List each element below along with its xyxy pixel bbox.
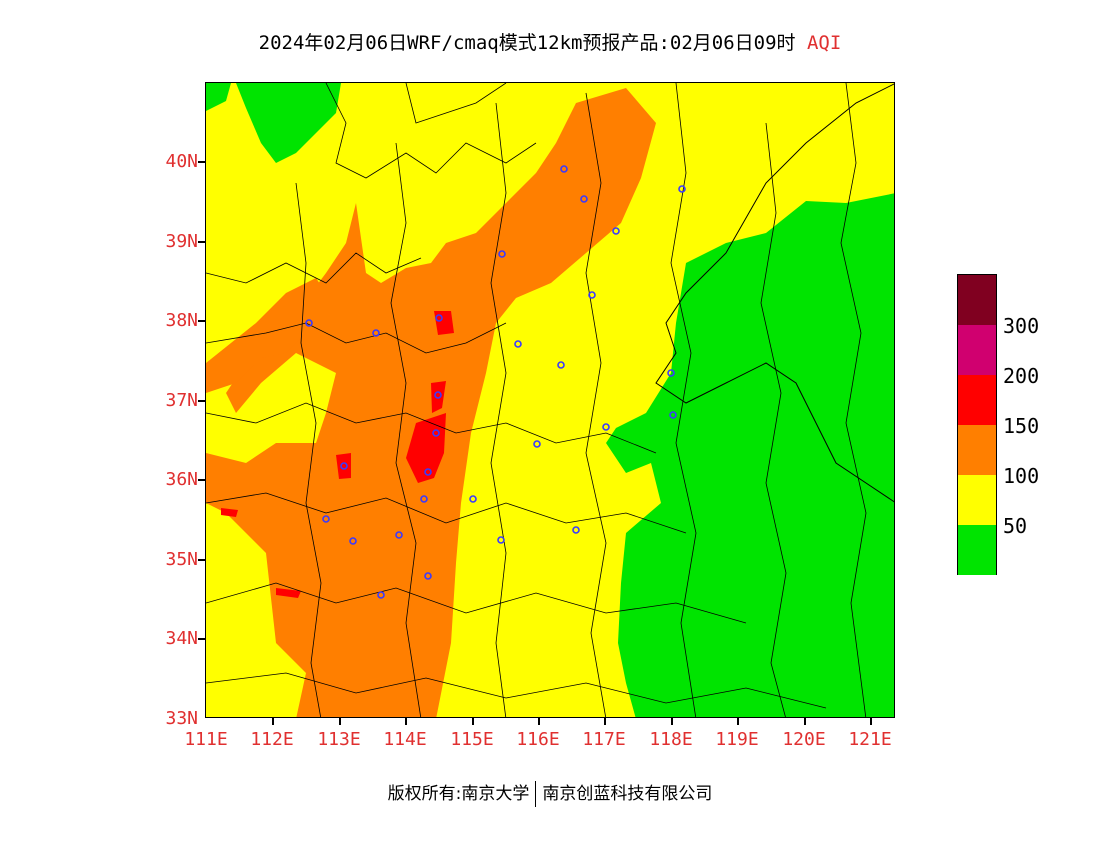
lon-tick [804, 718, 806, 725]
lat-label: 33N [165, 708, 198, 729]
lon-label: 113E [317, 729, 361, 750]
city-marker [469, 495, 477, 503]
city-marker [420, 495, 428, 503]
map-canvas [206, 83, 894, 717]
lon-label: 120E [782, 729, 826, 750]
city-marker [560, 165, 568, 173]
legend-label: 50 [1003, 514, 1028, 538]
legend-label: 300 [1003, 314, 1040, 338]
aqi-legend [957, 274, 997, 575]
legend-label: 100 [1003, 464, 1040, 488]
lon-tick [604, 718, 606, 725]
city-marker [557, 361, 565, 369]
city-marker [432, 429, 440, 437]
lat-tick [198, 638, 205, 640]
aqi-150-200-hotspot-6 [221, 508, 238, 517]
city-marker [602, 423, 610, 431]
lat-label: 35N [165, 549, 198, 570]
lat-label: 37N [165, 390, 198, 411]
legend-swatch-maroon [958, 275, 996, 325]
lon-tick [538, 718, 540, 725]
title-main: 2024年02月06日WRF/cmaq模式12km预报产品:02月06日09时 [258, 32, 796, 54]
legend-label: 150 [1003, 414, 1040, 438]
legend-swatch-orange [958, 425, 996, 475]
admin-boundaries [206, 83, 867, 717]
city-marker [340, 462, 348, 470]
city-marker [305, 319, 313, 327]
footer: 版权所有:南京大学 南京创蓝科技有限公司 [0, 779, 1100, 807]
green-region-northwest [236, 83, 341, 163]
lon-tick [339, 718, 341, 725]
city-markers [305, 165, 686, 599]
lon-tick [405, 718, 407, 725]
green-region-east [606, 193, 894, 717]
lat-label: 34N [165, 628, 198, 649]
aqi-150-200-hotspot-5 [276, 588, 301, 598]
lon-label: 121E [848, 729, 892, 750]
footer-company: 南京创蓝科技有限公司 [542, 784, 713, 804]
city-marker [498, 250, 506, 258]
lon-label: 119E [715, 729, 759, 750]
legend-swatch-yellow [958, 475, 996, 525]
lon-label: 115E [450, 729, 494, 750]
city-marker [372, 329, 380, 337]
lat-tick [198, 479, 205, 481]
aqi-150-200-hotspot-4 [336, 453, 351, 479]
coastline [655, 83, 894, 503]
lon-label: 111E [184, 729, 228, 750]
city-marker [349, 537, 357, 545]
city-marker [424, 572, 432, 580]
aqi-150-200-hotspot-2 [431, 381, 446, 413]
lat-tick [198, 241, 205, 243]
legend-swatch-purple [958, 325, 996, 375]
lat-tick [198, 400, 205, 402]
lon-tick [870, 718, 872, 725]
lon-label: 118E [649, 729, 693, 750]
city-marker [435, 314, 443, 322]
lat-label: 39N [165, 231, 198, 252]
aqi-150-200-hotspot-3 [434, 311, 454, 335]
city-marker [678, 185, 686, 193]
map-title: 2024年02月06日WRF/cmaq模式12km预报产品:02月06日09时 … [0, 28, 1100, 55]
city-marker [572, 526, 580, 534]
city-marker [667, 369, 675, 377]
footer-copyright: 版权所有:南京大学 [387, 784, 530, 804]
city-marker [322, 515, 330, 523]
city-marker [424, 468, 432, 476]
city-marker [434, 391, 442, 399]
aqi-100-150-region-west [206, 278, 326, 393]
city-marker [533, 440, 541, 448]
lon-label: 114E [383, 729, 427, 750]
city-marker [514, 340, 522, 348]
lon-label: 117E [582, 729, 626, 750]
title-product: AQI [806, 32, 842, 54]
legend-swatch-red [958, 375, 996, 425]
city-marker [612, 227, 620, 235]
lon-tick [671, 718, 673, 725]
green-region-corner [206, 83, 231, 111]
lon-tick [472, 718, 474, 725]
lat-tick [198, 559, 205, 561]
aqi-forecast-map [205, 82, 895, 718]
lon-label: 112E [250, 729, 294, 750]
aqi-100-150-region-north [206, 88, 656, 717]
lon-tick [737, 718, 739, 725]
city-marker [377, 591, 385, 599]
footer-separator [535, 781, 537, 807]
lat-label: 40N [165, 151, 198, 172]
lat-tick [198, 320, 205, 322]
legend-swatch-green [958, 525, 996, 575]
city-marker [497, 536, 505, 544]
lat-label: 38N [165, 310, 198, 331]
lat-tick [198, 161, 205, 163]
legend-label: 200 [1003, 364, 1040, 388]
city-marker [580, 195, 588, 203]
city-marker [588, 291, 596, 299]
city-marker [395, 531, 403, 539]
lon-tick [272, 718, 274, 725]
city-marker [669, 411, 677, 419]
lon-label: 116E [516, 729, 560, 750]
lat-label: 36N [165, 469, 198, 490]
